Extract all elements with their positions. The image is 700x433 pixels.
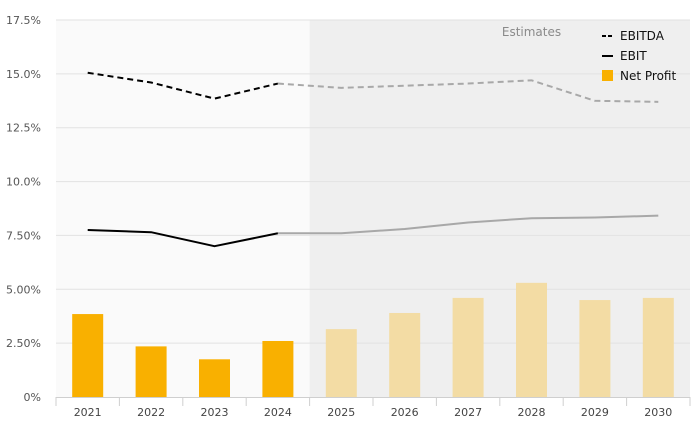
x-tick-label: 2027 <box>454 406 482 419</box>
y-tick-label: 17.5% <box>6 14 41 27</box>
y-tick-label: 10.0% <box>6 176 41 189</box>
x-tick-label: 2021 <box>74 406 102 419</box>
net-profit-bar <box>72 314 104 397</box>
gridlines <box>56 19 690 344</box>
legend-swatch <box>602 70 613 81</box>
x-tick-label: 2026 <box>391 406 419 419</box>
net-profit-bar <box>452 297 484 397</box>
x-tick-label: 2029 <box>581 406 609 419</box>
x-tick-label: 2024 <box>264 406 292 419</box>
x-axis: 2021 2022 2023 2024 2025 2026 2027 2028 2029 2030 <box>55 397 691 419</box>
y-tick-label: 7.50% <box>6 229 41 242</box>
net-profit-bar <box>325 329 357 397</box>
legend-label: EBIT <box>620 49 647 63</box>
x-tick-label: 2023 <box>201 406 229 419</box>
net-profit-bar <box>389 312 421 397</box>
line-series <box>87 71 659 248</box>
y-tick-label: 2.50% <box>6 337 41 350</box>
net-profit-bar <box>135 346 167 397</box>
ebit-line-actual <box>87 229 279 248</box>
ebitda-line-estimate <box>277 79 659 103</box>
y-tick-label: 0% <box>24 391 41 404</box>
net-profit-bars <box>72 282 674 397</box>
y-tick-label: 5.00% <box>6 283 41 296</box>
legend-label: EBITDA <box>620 29 665 43</box>
x-tick-label: 2030 <box>644 406 672 419</box>
net-profit-bar <box>199 359 230 397</box>
estimates-label: Estimates <box>502 25 561 39</box>
y-tick-label: 12.5% <box>6 122 41 135</box>
net-profit-bar <box>516 282 547 397</box>
ebitda-line-actual <box>87 71 279 100</box>
y-tick-label: 15.0% <box>6 68 41 81</box>
net-profit-bar <box>579 300 611 397</box>
net-profit-bar <box>262 340 294 397</box>
x-tick-label: 2028 <box>518 406 546 419</box>
legend-label: Net Profit <box>620 69 676 83</box>
x-tick-label: 2025 <box>327 406 355 419</box>
net-profit-bar <box>642 297 674 397</box>
ebit-line-estimate <box>277 214 659 235</box>
legend: EBITDA EBIT Net Profit <box>602 29 676 83</box>
x-tick-label: 2022 <box>137 406 165 419</box>
y-axis-ticks: 0% 2.50% 5.00% 7.50% 10.0% 12.5% 15.0% 17.5% <box>6 14 41 404</box>
